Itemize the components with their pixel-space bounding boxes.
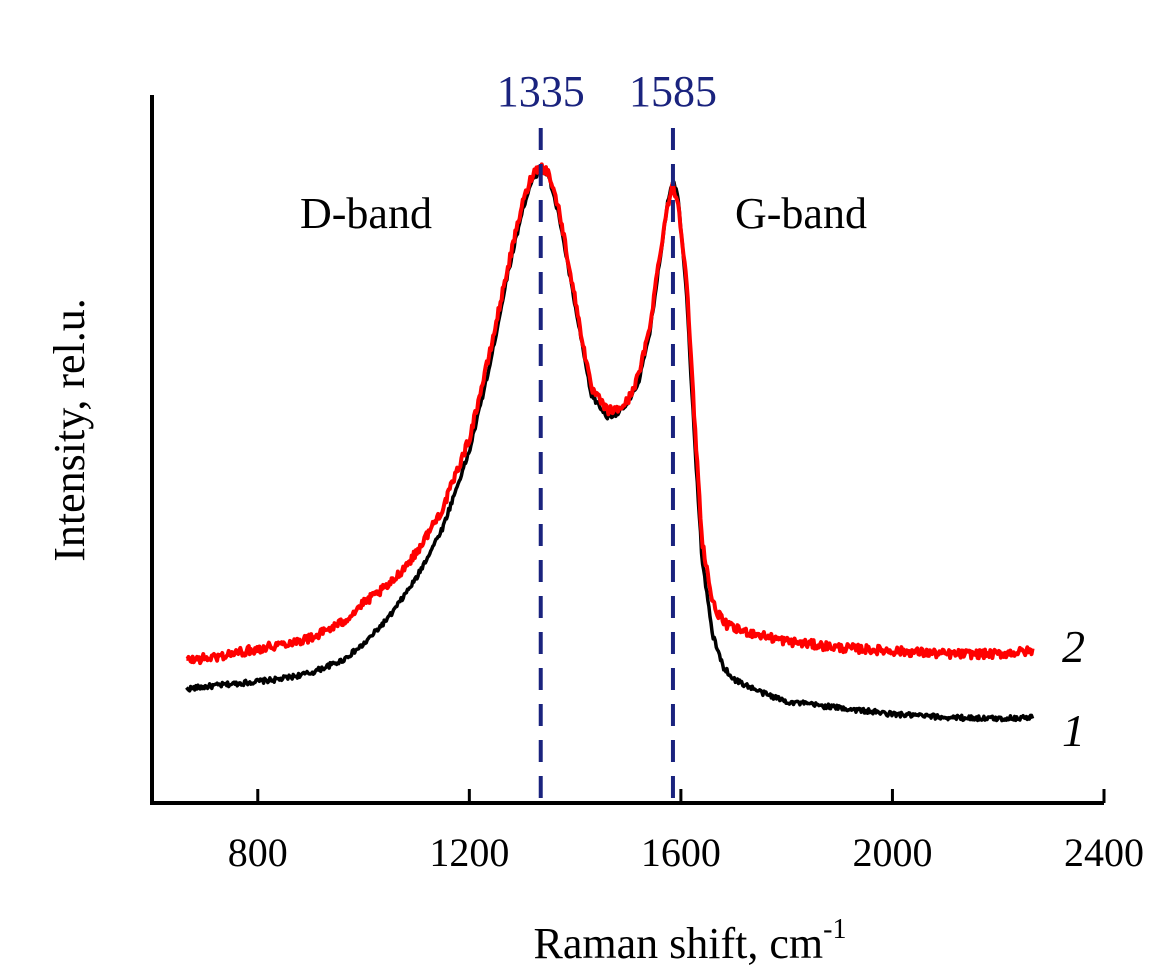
y-axis-title: Intensity, rel.u. [45,298,94,562]
series-1-label: 1 [1062,705,1085,756]
annotation-g-band: G-band [735,189,867,238]
annotation-d-band: D-band [300,189,432,238]
series-curves [185,162,1035,723]
x-axis-title-superscript: -1 [823,914,846,945]
peak-marker-label-1335: 1335 [497,67,585,116]
series-2-label: 2 [1062,621,1085,672]
series-2-line [185,162,1035,666]
peak-markers: 1335 1585 [497,67,717,800]
x-tick-label-2000: 2000 [852,830,932,875]
peak-marker-label-1585: 1585 [629,67,717,116]
x-axis-title: Raman shift, cm-1 [534,914,847,968]
x-tick-label-1200: 1200 [429,830,509,875]
x-ticks: 800 1200 1600 2000 2400 [228,789,1144,875]
x-tick-label-800: 800 [228,830,288,875]
x-tick-label-1600: 1600 [641,830,721,875]
x-axis-title-main: Raman shift, cm [534,919,824,968]
x-tick-label-2400: 2400 [1064,830,1144,875]
